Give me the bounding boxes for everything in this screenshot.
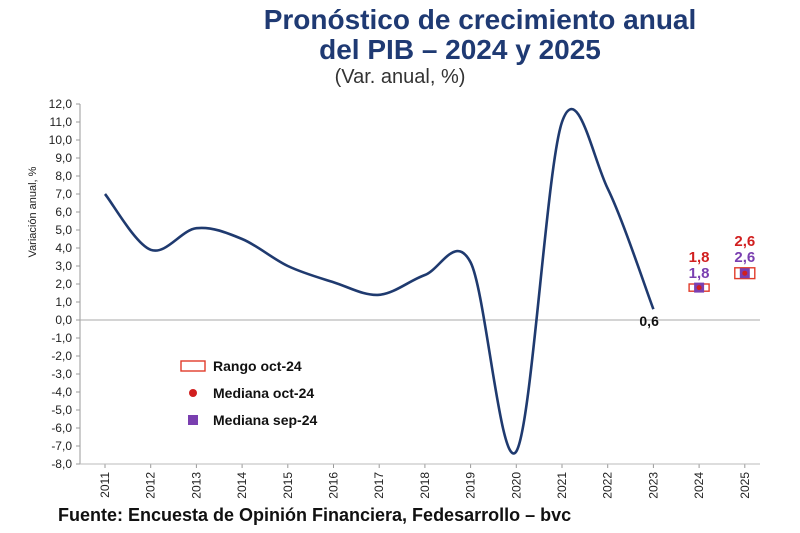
y-tick-label: 3,0 xyxy=(55,259,72,273)
chart-title-line1: Pronóstico de crecimiento anual xyxy=(263,4,697,35)
y-tick-label: 6,0 xyxy=(55,205,72,219)
y-tick-label: 0,0 xyxy=(55,313,72,327)
y-tick-label: -2,0 xyxy=(51,349,72,363)
forecast-median-oct xyxy=(742,270,748,276)
y-tick-label: 2,0 xyxy=(55,277,72,291)
legend-label: Mediana sep-24 xyxy=(213,412,317,428)
x-tick-label: 2022 xyxy=(601,472,615,499)
y-tick-label: 4,0 xyxy=(55,241,72,255)
x-tick-label: 2023 xyxy=(646,472,660,499)
legend-marker-median-oct xyxy=(189,389,197,397)
x-tick-label: 2015 xyxy=(281,472,295,499)
x-tick-label: 2014 xyxy=(235,472,249,499)
last-value-label: 0,6 xyxy=(639,313,659,329)
chart-subtitle: (Var. anual, %) xyxy=(334,66,466,88)
gdp-growth-line xyxy=(103,107,655,455)
y-tick-label: 12,0 xyxy=(49,97,73,111)
x-tick-label: 2013 xyxy=(189,472,203,499)
forecast-label-sep: 1,8 xyxy=(689,265,710,282)
y-tick-label: 5,0 xyxy=(55,223,72,237)
x-tick-label: 2021 xyxy=(555,472,569,499)
y-tick-label: 10,0 xyxy=(49,133,73,147)
x-tick-label: 2020 xyxy=(509,472,523,499)
x-tick-label: 2025 xyxy=(738,472,752,499)
y-tick-label: 9,0 xyxy=(55,151,72,165)
legend-marker-median-sep xyxy=(188,415,198,425)
y-tick-label: -8,0 xyxy=(51,457,72,471)
forecast-label-sep: 2,6 xyxy=(734,249,755,266)
y-axis-title: Variación anual, % xyxy=(27,166,39,257)
y-tick-label: -3,0 xyxy=(51,367,72,381)
y-tick-label: -4,0 xyxy=(51,385,72,399)
y-tick-label: -1,0 xyxy=(51,331,72,345)
legend-marker-range xyxy=(180,360,206,372)
y-tick-label: 8,0 xyxy=(55,169,72,183)
legend-label: Rango oct-24 xyxy=(213,358,302,374)
forecast-median-oct xyxy=(696,285,702,291)
x-tick-label: 2012 xyxy=(144,472,158,499)
source-note: Fuente: Encuesta de Opinión Financiera, … xyxy=(58,505,572,525)
y-tick-label: -7,0 xyxy=(51,439,72,453)
x-tick-label: 2017 xyxy=(372,472,386,499)
x-tick-label: 2016 xyxy=(327,472,341,499)
forecast-label-oct: 1,8 xyxy=(689,249,710,266)
chart-title-line2: del PIB – 2024 y 2025 xyxy=(319,34,601,65)
y-tick-label: 1,0 xyxy=(55,295,72,309)
forecast-label-oct: 2,6 xyxy=(734,233,755,250)
y-tick-label: 7,0 xyxy=(55,187,72,201)
y-tick-label: 11,0 xyxy=(50,115,73,129)
x-tick-label: 2024 xyxy=(692,472,706,499)
x-tick-label: 2019 xyxy=(464,472,478,499)
x-tick-label: 2011 xyxy=(98,472,112,498)
legend-label: Mediana oct-24 xyxy=(213,385,314,401)
y-tick-label: -5,0 xyxy=(51,403,72,417)
x-tick-label: 2018 xyxy=(418,472,432,499)
y-tick-label: -6,0 xyxy=(51,421,72,435)
